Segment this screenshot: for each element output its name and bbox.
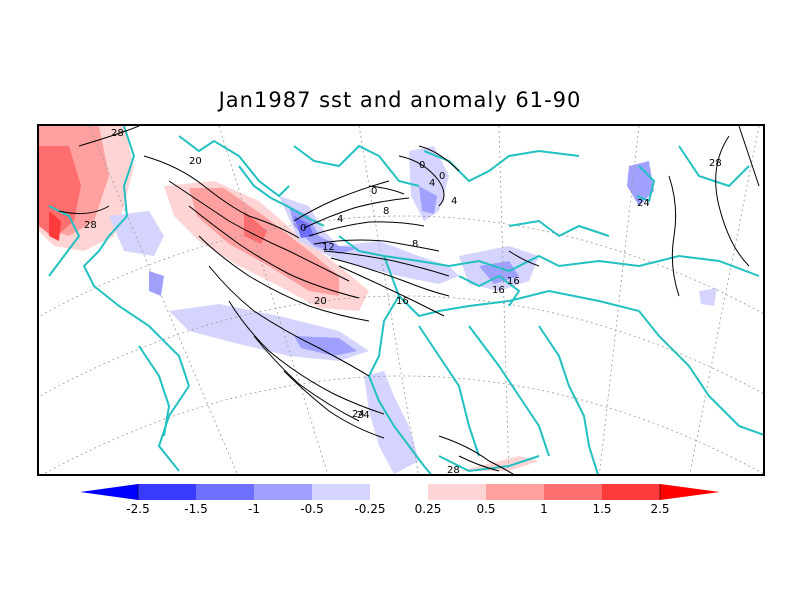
contour-label: 0	[371, 186, 377, 197]
positive-anomaly-west-max	[49, 211, 61, 241]
contour-label: 4	[451, 196, 457, 207]
colorbar-bin	[254, 484, 312, 500]
colorbar-label: -1.5	[184, 502, 208, 516]
colorbar-label: 1.5	[592, 502, 612, 516]
colorbar-label: 0.5	[476, 502, 496, 516]
colorbar-bin	[428, 484, 486, 500]
negative-anomaly-east	[699, 288, 717, 306]
negative-anomaly-europe	[279, 196, 459, 284]
colorbar-bin	[312, 484, 370, 500]
colorbar-svg	[80, 484, 720, 500]
negative-anomaly-med-mid	[479, 261, 519, 284]
colorbar-label: 0.25	[414, 502, 442, 516]
anomaly-shading	[39, 126, 717, 474]
negative-anomaly-west-band	[109, 211, 164, 256]
contour-label: 20	[189, 156, 202, 167]
colorbar-label: -0.5	[300, 502, 324, 516]
positive-anomaly-south	[459, 456, 539, 471]
colorbar-label: 2.5	[650, 502, 670, 516]
contour-label: 28	[709, 158, 722, 169]
positive-anomaly-atlantic-mid	[189, 188, 339, 296]
contour-label: 0	[439, 171, 445, 182]
negative-anomaly-baltic	[409, 146, 449, 221]
positive-anomaly-atlantic-strong	[244, 211, 267, 244]
colorbar-bin	[138, 484, 196, 500]
contour-label: 16	[492, 285, 505, 296]
contour-label: 16	[507, 276, 520, 287]
contour-label: 8	[383, 206, 389, 217]
map-panel: 28 20 28 0 0 4 8 12 16 20 24 0 4 8 4 0 1…	[37, 124, 765, 476]
contour-label: 24	[357, 410, 370, 421]
sst-contours	[58, 126, 760, 474]
contour-label: 12	[322, 242, 335, 253]
colorbar-bin	[196, 484, 254, 500]
contour-label: 0	[419, 160, 425, 171]
colorbar-bin	[544, 484, 602, 500]
map-svg: 28 20 28 0 0 4 8 12 16 20 24 0 4 8 4 0 1…	[39, 126, 763, 476]
contour-label: 0	[300, 223, 306, 234]
colorbar-label: -2.5	[126, 502, 150, 516]
contour-label: 4	[337, 214, 343, 225]
contour-label: 4	[429, 178, 435, 189]
contour-label: 28	[447, 465, 460, 476]
negative-anomaly-baltic-mid	[419, 186, 437, 214]
negative-anomaly-europe-strong	[294, 216, 314, 238]
colorbar-bin	[602, 484, 660, 500]
colorbar-bin	[486, 484, 544, 500]
colorbar-bin	[370, 484, 428, 500]
contour-label: 28	[84, 220, 97, 231]
colorbar-label: 1	[540, 502, 548, 516]
contour-label: 24	[637, 198, 650, 209]
colorbar-arrow-low	[80, 484, 138, 500]
negative-anomaly-subtropical-mid	[294, 336, 357, 356]
contour-label: 28	[111, 128, 124, 139]
colorbar-label: -1	[248, 502, 260, 516]
colorbar-label: -0.25	[354, 502, 386, 516]
contour-label: 8	[412, 239, 418, 250]
coastlines	[48, 126, 763, 474]
colorbar	[80, 484, 720, 534]
map-title: Jan1987 sst and anomaly 61-90	[218, 88, 582, 112]
contour-label: 20	[314, 296, 327, 307]
contour-label: 24	[352, 409, 365, 420]
colorbar-arrow-high	[660, 484, 720, 500]
contour-label: 16	[396, 296, 409, 307]
